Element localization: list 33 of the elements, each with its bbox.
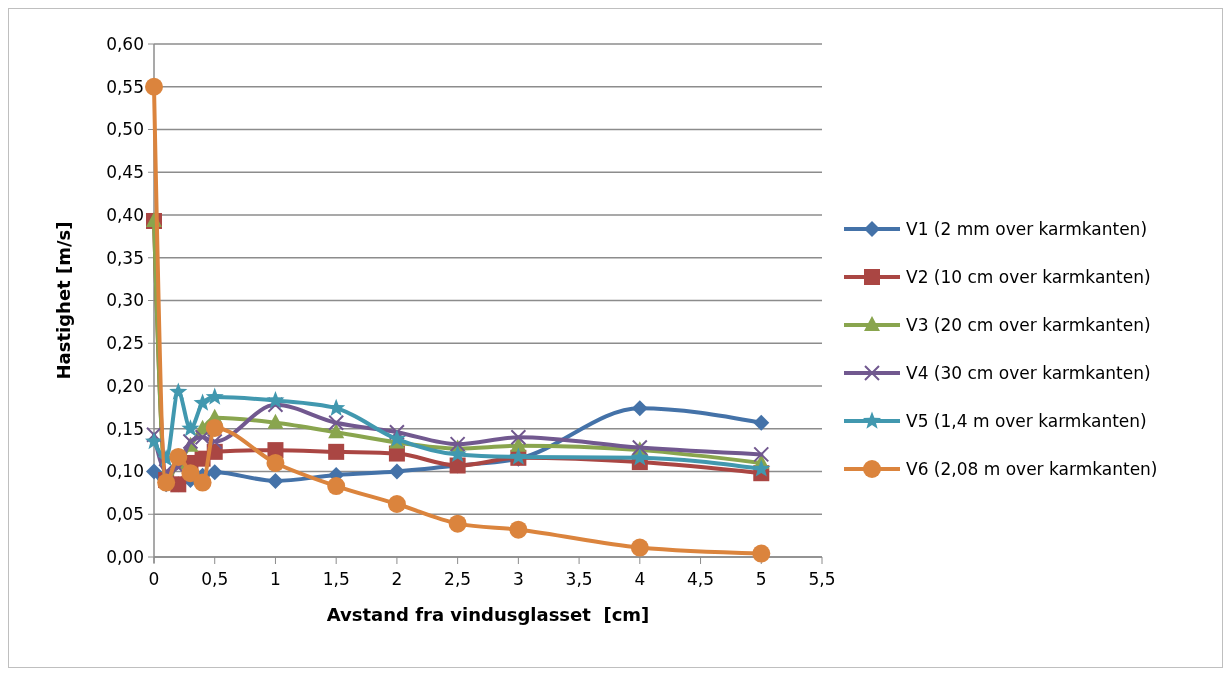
- legend-label: V4 (30 cm over karmkanten): [906, 362, 1151, 383]
- y-tick-label: 0,40: [106, 204, 144, 225]
- legend-label: V5 (1,4 m over karmkanten): [906, 410, 1147, 431]
- x-tick-label: 0: [148, 569, 160, 589]
- legend-label: V6 (2,08 m over karmkanten): [906, 458, 1158, 479]
- y-tick-label: 0,15: [106, 418, 144, 439]
- y-tick-label: 0,25: [106, 333, 144, 354]
- x-tick-label: 1,5: [322, 569, 350, 589]
- legend-label: V3 (20 cm over karmkanten): [906, 314, 1151, 335]
- x-tick-label: 5,5: [808, 569, 836, 589]
- x-tick-label: 3,5: [565, 569, 593, 589]
- x-tick-label: 0,5: [201, 569, 229, 589]
- y-tick-label: 0,00: [106, 546, 144, 567]
- y-axis-title: Hastighet [m/s]: [53, 221, 74, 380]
- x-tick-label: 4,5: [687, 569, 715, 589]
- x-tick-label: 5: [755, 569, 767, 589]
- x-tick-label: 2: [391, 569, 403, 589]
- y-tick-label: 0,30: [106, 290, 144, 311]
- y-tick-label: 0,60: [106, 33, 144, 54]
- legend-label: V2 (10 cm over karmkanten): [906, 266, 1151, 287]
- y-tick-label: 0,10: [106, 461, 144, 482]
- y-tick-label: 0,50: [106, 119, 144, 140]
- x-tick-label: 4: [634, 569, 646, 589]
- x-axis-title: Avstand fra vindusglasset [cm]: [326, 604, 650, 625]
- legend-label: V1 (2 mm over karmkanten): [906, 218, 1148, 239]
- x-tick-label: 3: [512, 569, 524, 589]
- y-tick-label: 0,05: [106, 504, 144, 525]
- x-tick-label: 1: [270, 569, 281, 589]
- x-tick-label: 2,5: [444, 569, 472, 589]
- y-tick-label: 0,35: [106, 247, 144, 268]
- y-tick-label: 0,20: [106, 375, 144, 396]
- y-tick-label: 0,45: [106, 162, 144, 183]
- y-tick-label: 0,55: [106, 76, 144, 97]
